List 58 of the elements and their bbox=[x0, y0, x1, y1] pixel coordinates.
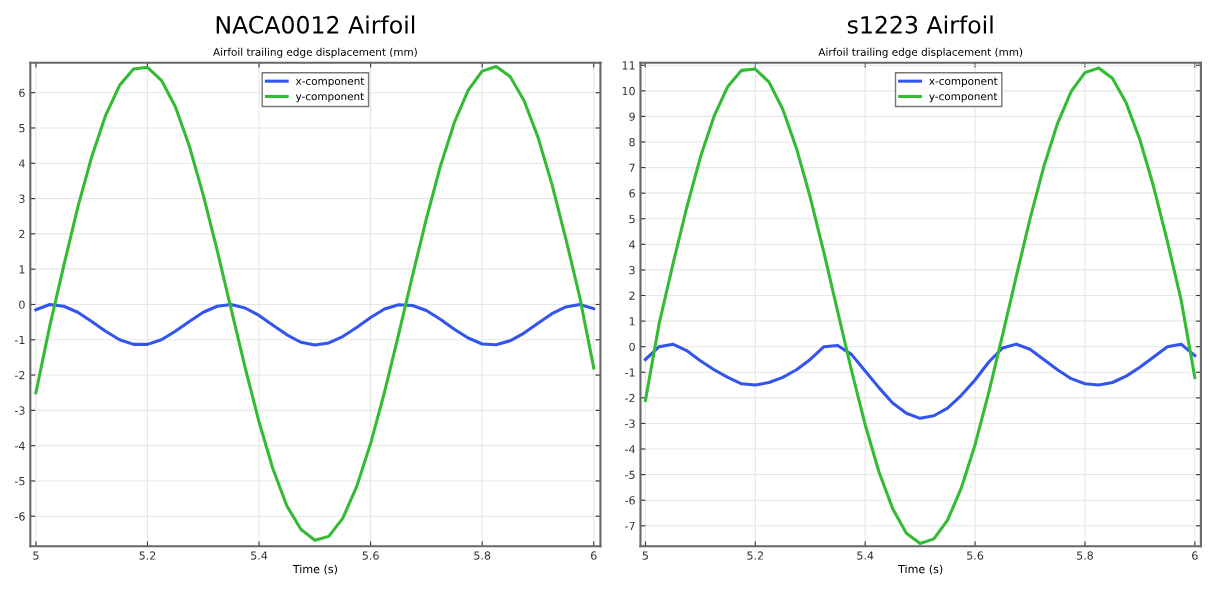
x-tick-label: 5.2 bbox=[139, 551, 156, 560]
y-tick-label: 9 bbox=[629, 112, 635, 121]
legend-label: x-component bbox=[295, 77, 365, 87]
y-tick-label: 5 bbox=[19, 124, 25, 133]
x-tick-label: 5.8 bbox=[474, 551, 491, 560]
y-tick-label: 3 bbox=[629, 265, 635, 275]
x-tick-label: 5 bbox=[642, 551, 648, 560]
x-tick-label: 5.4 bbox=[857, 551, 874, 560]
x-axis-title: Time (s) bbox=[898, 564, 943, 575]
line-series bbox=[34, 65, 596, 542]
y-tick-label: -1 bbox=[625, 368, 635, 377]
line-series bbox=[643, 342, 1197, 420]
y-tick-label: -2 bbox=[14, 371, 25, 380]
y-tick-label: 11 bbox=[622, 61, 635, 70]
y-tick-label: 6 bbox=[629, 189, 635, 198]
y-tick-label: 1 bbox=[629, 317, 635, 326]
x-tick-label: 5.4 bbox=[251, 551, 268, 560]
x-tick-label: 5.8 bbox=[1076, 551, 1094, 560]
y-tick-label: -4 bbox=[625, 445, 635, 454]
x-tick-label: 5.6 bbox=[967, 551, 984, 560]
chart-title: NACA0012 Airfoil bbox=[216, 15, 415, 34]
legend-label: y-component bbox=[929, 92, 998, 103]
y-tick-label: -5 bbox=[14, 477, 25, 486]
x-tick-label: 5 bbox=[33, 551, 39, 560]
y-tick-label: 8 bbox=[629, 137, 635, 147]
y-tick-label: -6 bbox=[14, 512, 25, 521]
y-tick-label: -3 bbox=[14, 406, 25, 415]
x-tick-label: 5.2 bbox=[747, 551, 764, 560]
y-tick-label: -5 bbox=[625, 470, 635, 479]
y-tick-label: -1 bbox=[14, 335, 25, 344]
y-tick-label: 4 bbox=[18, 159, 25, 168]
y-tick-label: -2 bbox=[625, 393, 635, 403]
y-tick-label: 1 bbox=[19, 265, 25, 274]
y-tick-label: 0 bbox=[19, 300, 25, 309]
line-series bbox=[34, 302, 596, 347]
x-axis-title: Time (s) bbox=[292, 564, 338, 575]
y-tick-label: 3 bbox=[19, 194, 25, 203]
y-tick-label: 0 bbox=[629, 342, 635, 352]
x-tick-label: 5.6 bbox=[362, 551, 379, 560]
y-tick-label: -6 bbox=[625, 496, 635, 505]
y-tick-label: 5 bbox=[629, 214, 635, 224]
y-tick-label: 2 bbox=[629, 291, 635, 300]
chart-subtitle: Airfoil trailing edge displacement (mm) bbox=[818, 47, 1023, 58]
legend-label: y-component bbox=[295, 92, 364, 103]
x-tick-label: 6 bbox=[1192, 551, 1198, 560]
y-tick-label: -4 bbox=[14, 441, 25, 450]
y-tick-label: 7 bbox=[629, 163, 635, 172]
y-tick-label: 2 bbox=[19, 229, 25, 239]
y-tick-label: 4 bbox=[629, 240, 635, 249]
chart-subtitle: Airfoil trailing edge displacement (mm) bbox=[213, 47, 417, 58]
x-tick-label: 6 bbox=[590, 551, 597, 560]
chart-title: s1223 Airfoil bbox=[847, 15, 993, 34]
legend-label: x-component bbox=[929, 77, 998, 87]
y-tick-label: 10 bbox=[622, 86, 635, 96]
line-series bbox=[643, 66, 1197, 545]
y-tick-label: 6 bbox=[19, 88, 25, 98]
y-tick-label: -7 bbox=[625, 521, 635, 531]
y-tick-label: -3 bbox=[625, 419, 635, 428]
